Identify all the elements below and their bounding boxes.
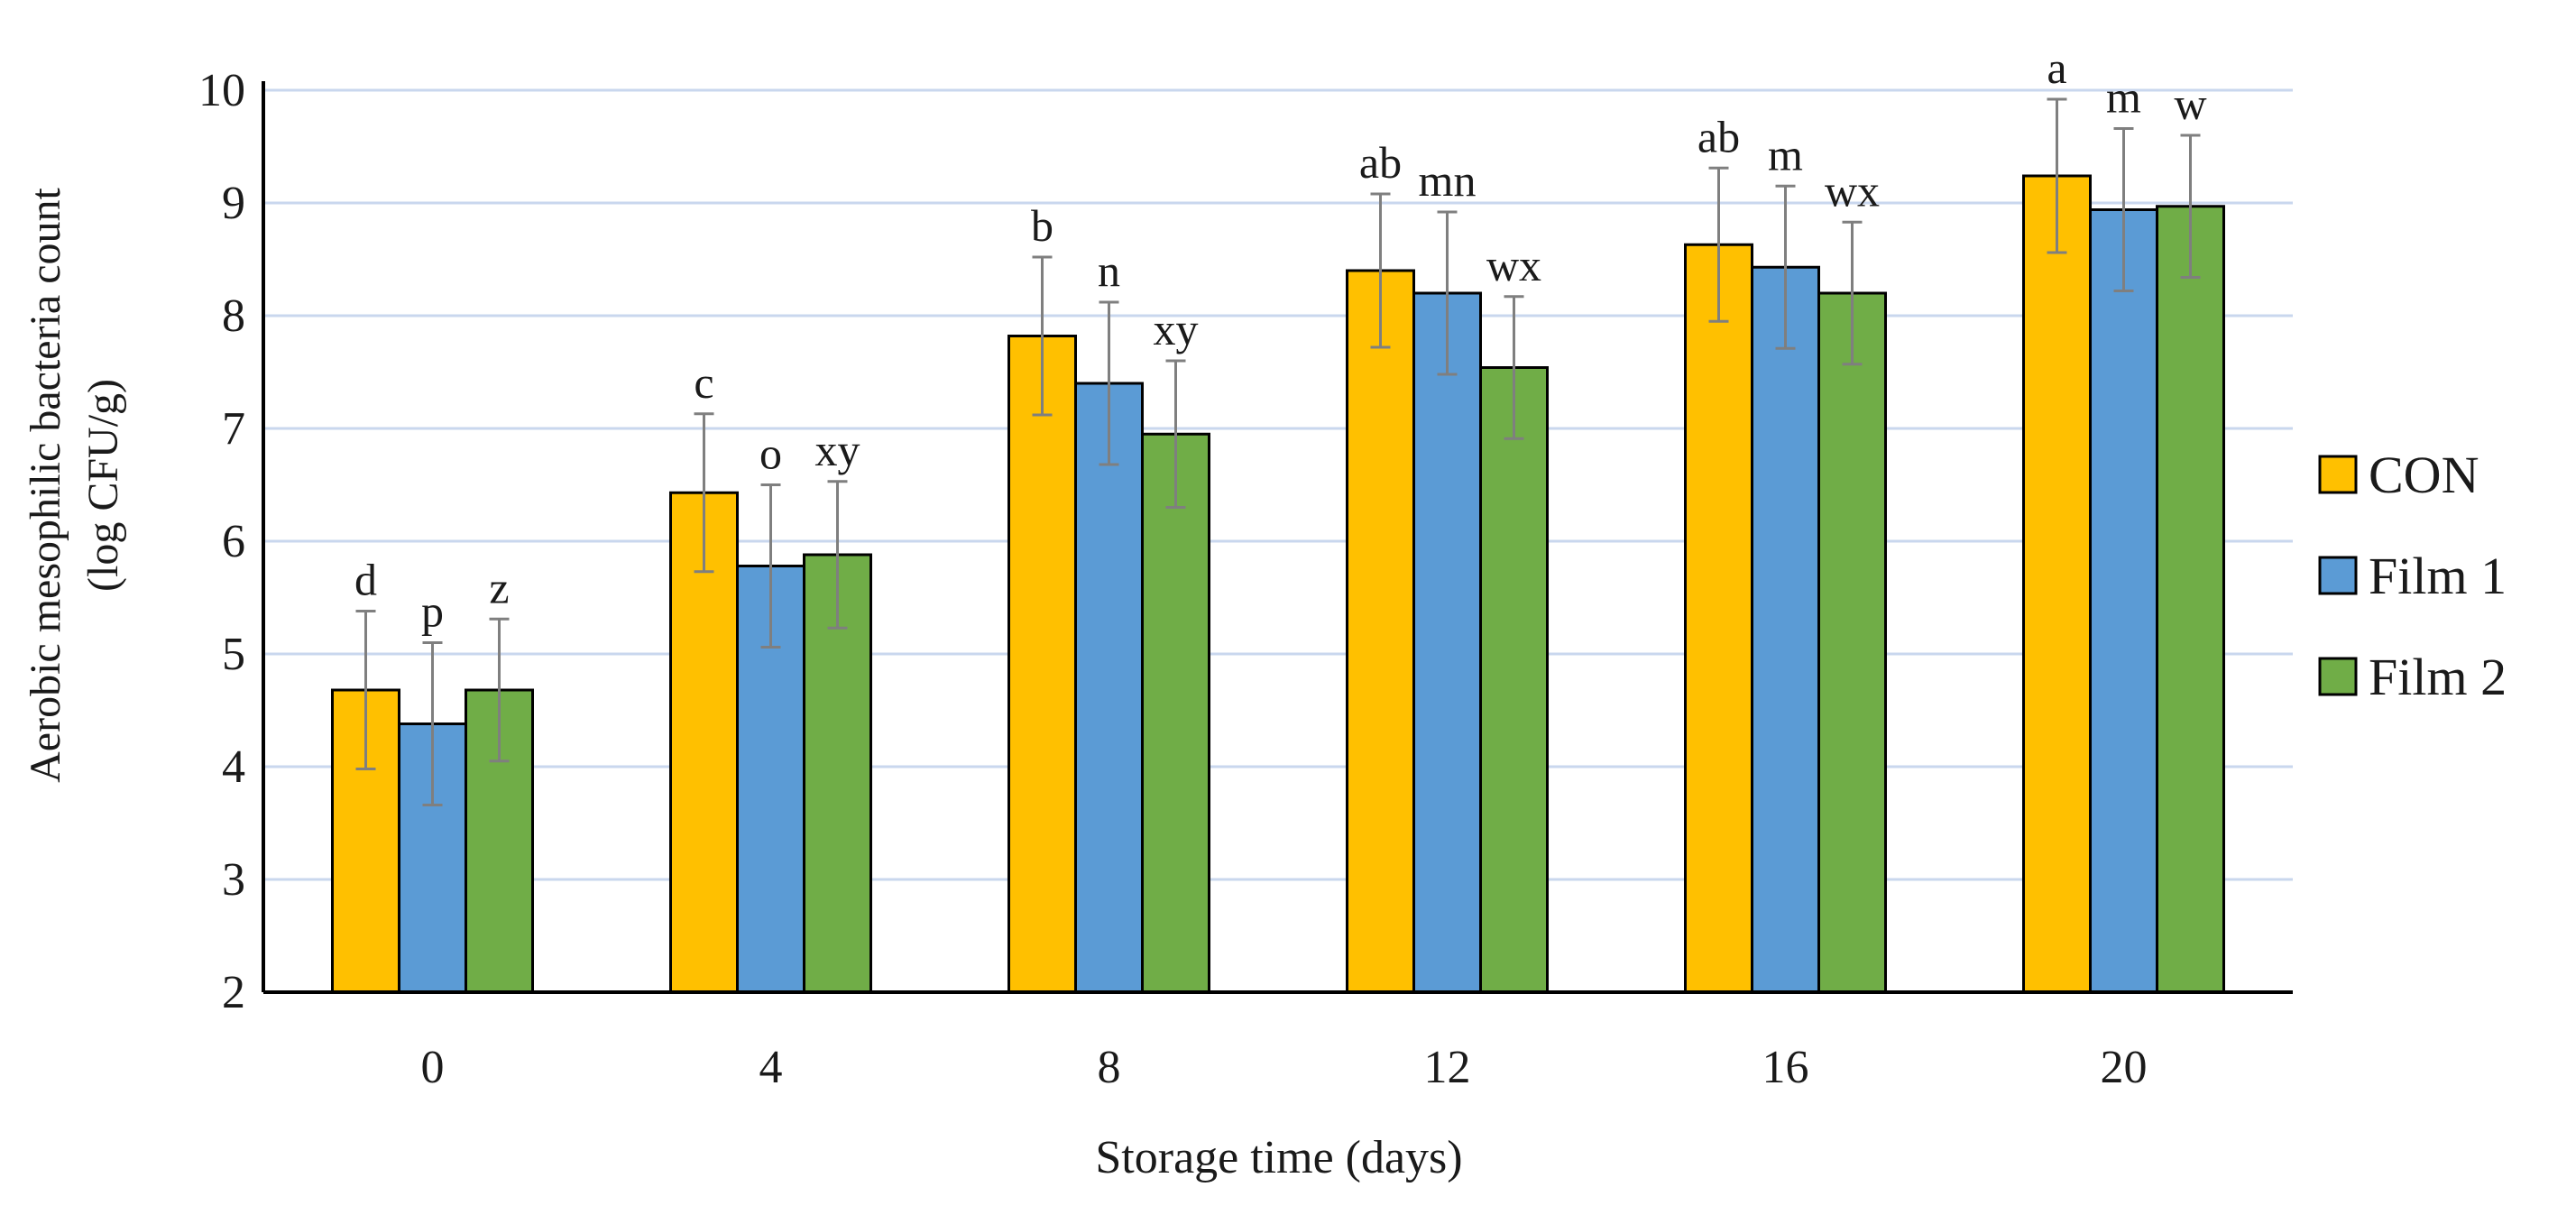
legend-label: Film 1 [2369, 547, 2507, 605]
significance-letter: a [2047, 42, 2066, 93]
bar-film-2 [2156, 205, 2225, 994]
y-tick-label: 3 [222, 854, 245, 906]
axes: 2 3 4 5 6 7 8 9 10 0 4 8 12 16 20 [198, 65, 2293, 1093]
significance-letter: d [354, 555, 377, 605]
legend-swatch [2318, 556, 2358, 595]
significance-letter: m [1768, 129, 1803, 179]
x-tick-label: 8 [1098, 1042, 1121, 1093]
significance-letter: wx [1825, 165, 1880, 216]
significance-letter: ab [1697, 111, 1740, 161]
bars [331, 174, 2225, 994]
bar-film-2 [1817, 291, 1887, 994]
y-tick-label: 7 [222, 403, 245, 455]
legend-label: CON [2369, 446, 2479, 504]
bar-con [2022, 174, 2092, 994]
legend-swatch [2318, 455, 2358, 494]
x-axis-label: Storage time (days) [1095, 1132, 1462, 1183]
significance-letter: wx [1486, 240, 1541, 290]
bar-film-1 [1412, 291, 1482, 994]
error-bars [355, 97, 2201, 806]
y-axis-label-line2: (log CFU/g) [79, 379, 127, 592]
significance-letter: b [1031, 200, 1053, 251]
y-tick-label: 5 [222, 629, 245, 680]
gridlines [263, 88, 2293, 881]
bar-con [1684, 243, 1753, 994]
bar-film-2 [1141, 432, 1210, 994]
significance-letter: mn [1419, 155, 1477, 206]
significance-letter: o [759, 428, 782, 479]
y-tick-label: 4 [222, 741, 245, 793]
bar-film-1 [2089, 208, 2158, 994]
significance-letter: c [694, 357, 713, 408]
x-tick-label: 4 [759, 1042, 783, 1093]
y-tick-label: 2 [222, 967, 245, 1018]
y-tick-label: 10 [198, 65, 245, 116]
x-tick-label: 0 [421, 1042, 445, 1093]
x-tick-label: 12 [1424, 1042, 1471, 1093]
bar-con [1346, 269, 1415, 994]
y-tick-label: 6 [222, 516, 245, 567]
significance-letter: ab [1359, 137, 1402, 188]
significance-letter: w [2174, 78, 2206, 129]
x-tick-label: 16 [1762, 1042, 1809, 1093]
bar-con [1007, 335, 1077, 994]
y-tick-label: 9 [222, 178, 245, 229]
legend: CON Film 1 Film 2 [2318, 446, 2507, 706]
legend-label: Film 2 [2369, 648, 2507, 706]
bar-film-1 [1074, 382, 1144, 994]
y-tick-label: 8 [222, 290, 245, 342]
x-tick-label: 20 [2101, 1042, 2148, 1093]
significance-letter: xy [815, 425, 860, 475]
y-axis-label-line1: Aerobic mesophilic bacteria count [22, 187, 69, 782]
significance-letter: z [489, 562, 509, 612]
significance-letter: p [421, 586, 444, 637]
significance-letter: n [1098, 245, 1120, 296]
significance-letter: xy [1154, 304, 1199, 354]
significance-letter: m [2106, 72, 2141, 123]
legend-swatch [2318, 657, 2358, 696]
bar-film-2 [1479, 366, 1549, 994]
bar-film-1 [1751, 265, 1820, 994]
